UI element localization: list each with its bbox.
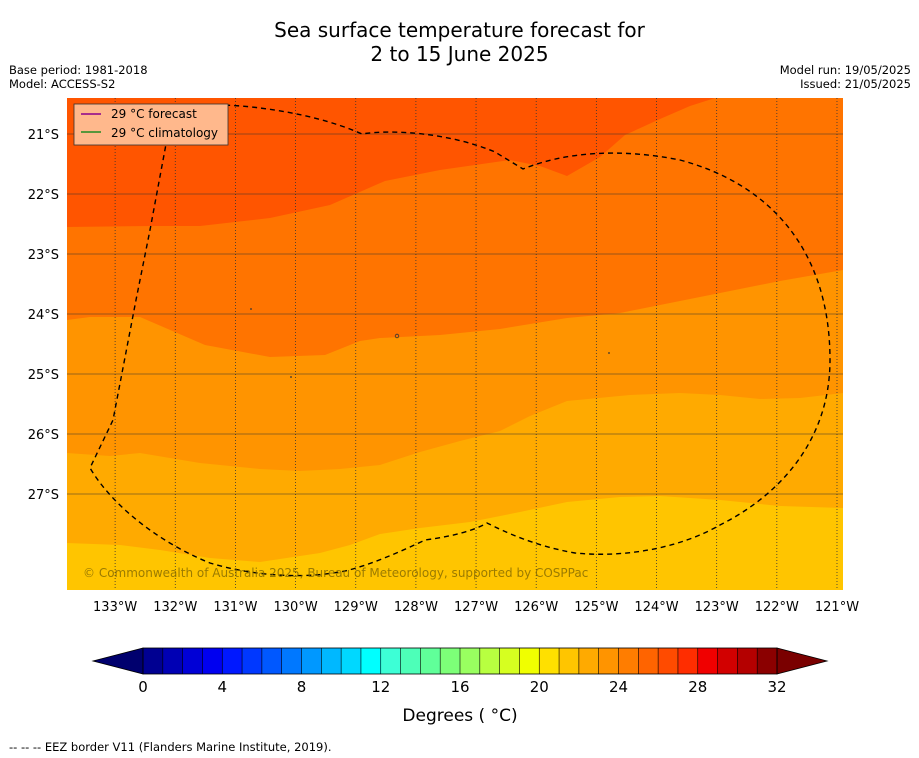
colorbar-segment: [420, 648, 441, 674]
colorbar-segment: [281, 648, 302, 674]
colorbar-segment: [598, 648, 619, 674]
lat-tick-label: 26°S: [28, 428, 59, 443]
colorbar-segment: [697, 648, 718, 674]
lon-tick-label: 128°W: [394, 600, 438, 615]
colorbar-tick-label: 20: [530, 678, 549, 696]
colorbar-segment: [460, 648, 481, 674]
lon-tick-label: 124°W: [634, 600, 678, 615]
lat-tick-label: 21°S: [28, 128, 59, 143]
colorbar-label: Degrees ( °C): [402, 706, 517, 726]
colorbar-segment: [559, 648, 580, 674]
map-grid: [67, 98, 843, 590]
colorbar-segment: [182, 648, 203, 674]
colorbar-segment: [717, 648, 738, 674]
temperature-field: [67, 98, 843, 590]
colorbar-segment: [301, 648, 322, 674]
island-marker: [608, 352, 610, 354]
issued-text: Issued: 21/05/2025: [800, 77, 911, 91]
colorbar-segment: [658, 648, 679, 674]
lat-tick-label: 27°S: [28, 488, 59, 503]
legend-forecast-label: 29 °C forecast: [111, 107, 197, 121]
colorbar-segment: [479, 648, 500, 674]
colorbar-segment: [499, 648, 520, 674]
colorbar-tick-label: 12: [371, 678, 390, 696]
chart-title-line-2: 2 to 15 June 2025: [370, 42, 549, 66]
colorbar-segment: [162, 648, 183, 674]
eez-border: [89, 104, 831, 577]
colorbar-tick-label: 28: [688, 678, 707, 696]
colorbar-segment: [400, 648, 421, 674]
lon-tick-label: 129°W: [334, 600, 378, 615]
colorbar-segment: [202, 648, 223, 674]
eez-border-line: [89, 104, 831, 577]
lon-tick-label: 133°W: [93, 600, 137, 615]
lat-tick-label: 24°S: [28, 308, 59, 323]
model-info: Base period: 1981-2018 Model: ACCESS-S2: [9, 63, 148, 91]
colorbar-tick-label: 24: [609, 678, 628, 696]
colorbar: 0 4 8 12 16 20 24 28 32: [91, 647, 829, 696]
colorbar-outline: [142, 647, 778, 675]
chart-title: Sea surface temperature forecast for 2 t…: [0, 18, 919, 66]
band-26-27: [67, 98, 715, 227]
island-marker: [250, 308, 252, 310]
legend-box: [73, 103, 229, 146]
axis-ticks: 133°W 132°W 131°W 130°W 129°W 128°W 127°W 126°W…: [28, 128, 860, 615]
colorbar-tick-label: 4: [217, 678, 227, 696]
colorbar-segment: [143, 648, 164, 674]
lon-tick-label: 130°W: [274, 600, 318, 615]
colorbar-over-arrow: [776, 647, 829, 675]
colorbar-segment: [222, 648, 243, 674]
legend: 29 °C forecast 29 °C climatology: [73, 103, 229, 146]
colorbar-segment: [360, 648, 382, 674]
colorbar-tick-label: 32: [767, 678, 786, 696]
colorbar-under-arrow: [91, 647, 144, 675]
lon-tick-label: 121°W: [815, 600, 859, 615]
model-run-text: Model run: 19/05/2025: [779, 63, 911, 77]
lon-tick-label: 123°W: [695, 600, 739, 615]
lat-tick-label: 23°S: [28, 248, 59, 263]
colorbar-segment: [380, 648, 401, 674]
colorbar-segment: [677, 648, 699, 674]
colorbar-segment: [539, 648, 560, 674]
colorbar-segment: [618, 648, 639, 674]
lon-tick-label: 122°W: [755, 600, 799, 615]
colorbar-tick-label: 0: [138, 678, 148, 696]
lat-tick-label: 22°S: [28, 188, 59, 203]
colorbar-segment: [757, 648, 778, 674]
colorbar-segment: [261, 648, 282, 674]
colorbar-segment: [440, 648, 461, 674]
lat-tick-label: 25°S: [28, 368, 59, 383]
lon-tick-label: 127°W: [454, 600, 498, 615]
run-info: Model run: 19/05/2025 Issued: 21/05/2025: [780, 63, 911, 91]
island-markers: [250, 308, 610, 378]
lon-tick-label: 126°W: [514, 600, 558, 615]
legend-climatology-label: 29 °C climatology: [111, 126, 218, 140]
colorbar-segment: [242, 648, 263, 674]
colorbar-tick-label: 8: [297, 678, 307, 696]
island-marker: [290, 376, 292, 378]
colorbar-segment: [578, 648, 599, 674]
base-period-text: Base period: 1981-2018: [9, 63, 148, 77]
footer-note: -- -- -- EEZ border V11 (Flanders Marine…: [9, 740, 332, 754]
chart-title-line-1: Sea surface temperature forecast for: [274, 18, 645, 42]
lon-tick-label: 132°W: [153, 600, 197, 615]
lon-tick-label: 131°W: [213, 600, 257, 615]
colorbar-segment: [341, 648, 362, 674]
copyright-text: © Commonwealth of Australia 2025, Bureau…: [83, 566, 588, 580]
colorbar-segment: [321, 648, 342, 674]
colorbar-segment: [519, 648, 540, 674]
colorbar-tick-label: 16: [450, 678, 469, 696]
colorbar-segment: [638, 648, 659, 674]
model-text: Model: ACCESS-S2: [9, 77, 116, 91]
lon-tick-label: 125°W: [574, 600, 618, 615]
colorbar-segment: [737, 648, 758, 674]
island-marker: [394, 333, 400, 339]
